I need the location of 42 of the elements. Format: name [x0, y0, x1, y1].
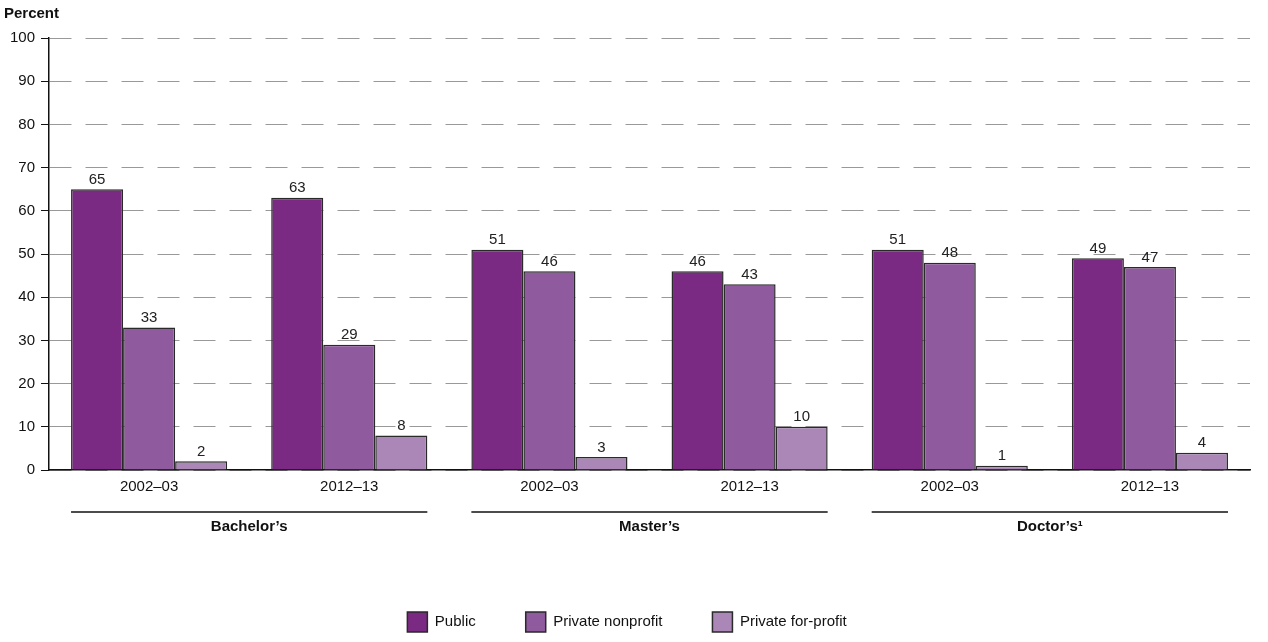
y-axis-title: Percent — [4, 3, 60, 21]
data-label: 2 — [196, 442, 206, 459]
data-label: 10 — [793, 407, 810, 425]
x-tick-label: 2002–03 — [520, 477, 579, 495]
data-label: 63 — [288, 178, 306, 196]
data-label: 8 — [397, 416, 406, 434]
data-label: 29 — [340, 325, 358, 343]
text: Doctor’s¹ — [1016, 516, 1083, 534]
data-label: 48 — [941, 243, 959, 261]
data-label: 43 — [741, 264, 758, 282]
x-tick-label: 2012–13 — [1120, 477, 1180, 495]
y-tick-label: 90 — [18, 71, 36, 89]
data-label: 47 — [1141, 247, 1159, 265]
y-tick-label: 30 — [18, 330, 36, 348]
x-tick-label: 2002–03 — [920, 477, 979, 495]
y-tick-label: 40 — [18, 287, 36, 305]
data-label: 49 — [1089, 238, 1107, 256]
data-label: 1 — [997, 446, 1006, 464]
y-tick-label: 50 — [18, 244, 36, 262]
y-tick-label: 0 — [26, 460, 36, 478]
text: Bachelor’s — [210, 516, 288, 534]
data-label: 33 — [140, 308, 158, 326]
data-label: 4 — [1197, 433, 1207, 451]
x-tick-label: 2012–13 — [720, 477, 779, 495]
legend-label: Private nonprofit — [553, 612, 664, 630]
y-tick-label: 80 — [18, 114, 36, 132]
x-tick-label: 2002–03 — [119, 477, 179, 495]
y-tick-label: 70 — [18, 157, 36, 175]
text: Master’s — [619, 516, 680, 534]
data-label: 3 — [597, 437, 606, 455]
y-tick-label: 60 — [18, 200, 36, 218]
data-label: 46 — [689, 251, 706, 269]
y-tick-label: 100 — [10, 28, 36, 46]
legend-label: Private for-profit — [739, 612, 848, 630]
data-label: 46 — [541, 251, 558, 269]
legend-label: Public — [434, 612, 477, 630]
y-tick-label: 20 — [18, 373, 36, 391]
data-label: 65 — [88, 169, 106, 187]
data-label: 51 — [889, 230, 907, 248]
data-label: 51 — [489, 230, 506, 248]
x-tick-label: 2012–13 — [320, 477, 379, 495]
y-tick-label: 10 — [18, 416, 36, 434]
